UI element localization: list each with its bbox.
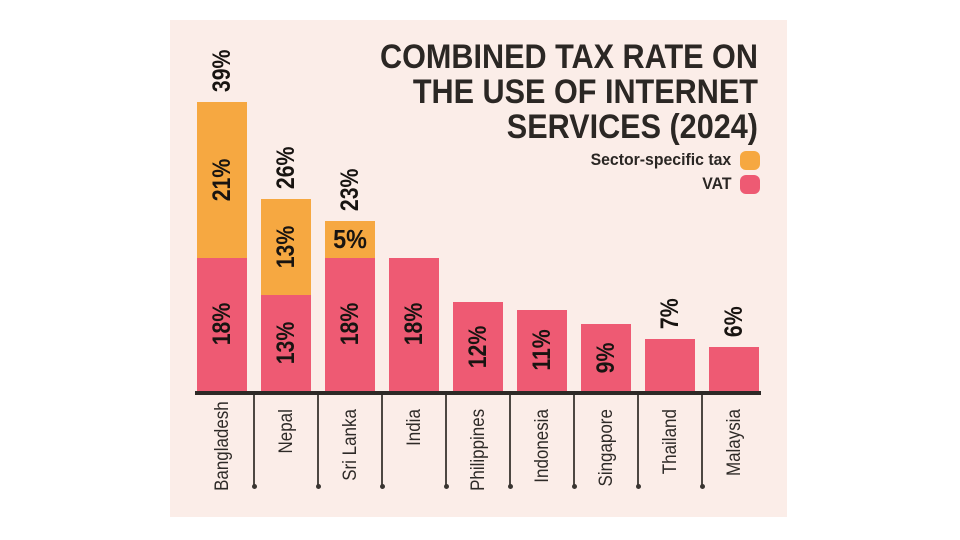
legend-label-vat: VAT [701, 174, 731, 193]
value-label-philippines-vat: 12% [464, 325, 492, 368]
bar-nepal-vat [261, 294, 311, 391]
value-label-singapore-vat: 9% [592, 342, 620, 374]
axis-label-singapore: Singapore [595, 409, 617, 487]
value-label-sri-lanka-vat: 18% [336, 303, 364, 346]
value-label-indonesia-vat: 11% [528, 329, 556, 371]
bar-philippines-vat [453, 302, 503, 391]
bar-bangladesh-sector [197, 102, 247, 258]
axis-tick [317, 395, 319, 486]
axis-label-indonesia: Indonesia [531, 409, 553, 483]
bar-malaysia-vat [709, 346, 759, 391]
axis-tick [445, 395, 447, 486]
axis-label-india: India [403, 409, 425, 446]
total-label-nepal: 26% [272, 146, 300, 189]
axis-tick-dot [699, 484, 705, 489]
bar-singapore-vat [581, 324, 631, 391]
bar-sri-lanka-sector [325, 220, 375, 258]
axis-tick [573, 395, 575, 486]
axis-label-thailand: Thailand [659, 409, 681, 475]
title-line-1: COMBINED TAX RATE ON [380, 38, 758, 76]
legend-swatch-sector-tax-icon [740, 150, 760, 170]
legend-swatch-vat-icon [740, 174, 760, 194]
axis-tick-dot [507, 484, 513, 489]
axis-label-bangladesh: Bangladesh [211, 401, 233, 491]
value-label-thailand: 7% [656, 298, 684, 330]
total-label-bangladesh: 39% [208, 49, 236, 93]
title-line-2: THE USE OF INTERNET [412, 73, 758, 111]
axis-tick-dot [635, 484, 641, 489]
axis-tick [509, 395, 511, 486]
axis-tick-dot [571, 484, 577, 489]
value-label-nepal-vat: 13% [272, 321, 300, 365]
legend-item-vat: VAT [700, 174, 760, 194]
bar-nepal-sector [261, 198, 311, 295]
value-label-bangladesh-sector: 21% [208, 158, 236, 202]
value-label-bangladesh-vat: 18% [208, 303, 236, 346]
value-label-malaysia: 6% [720, 305, 748, 337]
axis-label-sri-lanka: Sri Lanka [339, 409, 361, 481]
axis-tick-dot [379, 484, 385, 489]
axis-tick-dot [251, 484, 257, 489]
axis-label-malaysia: Malaysia [723, 409, 745, 477]
bar-thailand-vat [645, 339, 695, 391]
legend: Sector-specific tax VAT [580, 150, 760, 194]
axis-label-philippines: Philippines [467, 408, 489, 491]
total-label-sri-lanka: 23% [336, 168, 364, 211]
axis-tick [637, 395, 639, 486]
bar-sri-lanka-vat [325, 257, 375, 391]
title-line-3: SERVICES (2024) [506, 108, 758, 146]
value-label-sri-lanka-sector: 5% [333, 223, 367, 254]
axis-tick-dot [443, 484, 449, 489]
legend-item-sector-tax: Sector-specific tax [580, 150, 760, 170]
bar-bangladesh-vat [197, 257, 247, 391]
axis-label-nepal: Nepal [275, 409, 297, 454]
value-label-nepal-sector: 13% [272, 225, 300, 268]
axis-tick-dot [315, 484, 321, 489]
x-axis-line [195, 391, 761, 395]
legend-label-sector-tax: Sector-specific tax [590, 150, 731, 169]
axis-tick [701, 395, 703, 486]
bar-indonesia-vat [517, 309, 567, 391]
bar-india-vat [389, 257, 439, 391]
value-label-india-vat: 18% [400, 303, 428, 346]
axis-tick [381, 395, 383, 486]
axis-tick [253, 395, 255, 486]
chart-title: COMBINED TAX RATE ON THE USE OF INTERNET… [380, 40, 758, 145]
